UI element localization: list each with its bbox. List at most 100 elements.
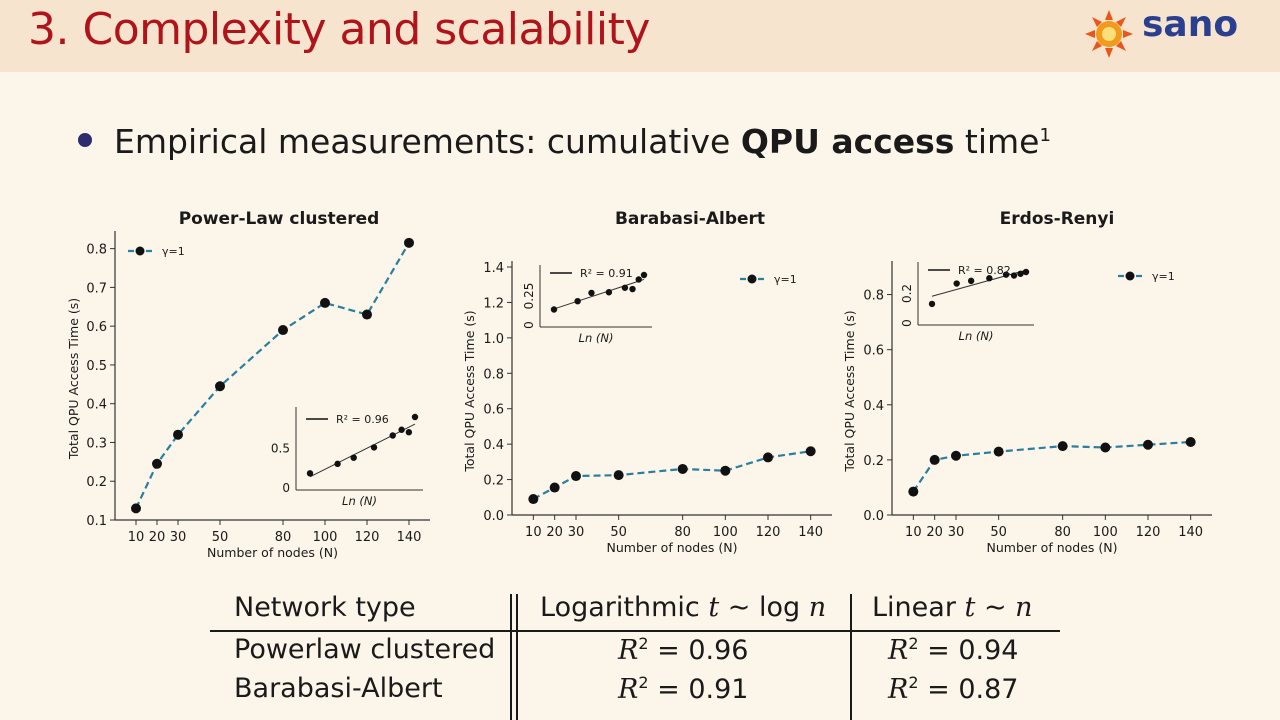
- inset-data-point: [588, 289, 595, 297]
- row-log-number: 0.91: [688, 674, 749, 705]
- y-tick-label: 1.0: [483, 332, 504, 347]
- inset-fit-line: [931, 269, 1027, 297]
- inset-data-point: [1002, 271, 1010, 278]
- bullet-prefix: Empirical measurements: cumulative: [114, 122, 741, 161]
- inset-y-tick-label: 0.25: [522, 283, 536, 310]
- table-header-row: Network type Logarithmic t ∼ log n Linea…: [210, 592, 1070, 630]
- x-tick-label: 10: [905, 525, 922, 540]
- header-logarithmic-label: Logarithmic: [540, 592, 700, 623]
- inset-data-point: [1010, 272, 1018, 279]
- bullet-point: Empirical measurements: cumulative QPU a…: [78, 122, 1051, 161]
- series-line: [912, 440, 1191, 493]
- header-linear: Linear t ∼ n: [872, 592, 1033, 623]
- y-tick-label: 0.8: [863, 289, 884, 304]
- data-point: [929, 454, 940, 465]
- y-tick-label: 0.1: [86, 514, 107, 529]
- y-tick-label: 0.2: [483, 474, 504, 489]
- y-axis-label: Total QPU Access Time (s): [462, 310, 477, 472]
- data-point: [677, 463, 688, 474]
- y-tick-label: 0.6: [86, 320, 107, 335]
- x-tick-label: 80: [674, 525, 691, 540]
- x-tick-label: 100: [313, 530, 338, 545]
- data-point: [763, 452, 773, 463]
- data-point: [720, 465, 731, 476]
- x-tick-label: 10: [128, 530, 145, 545]
- data-point: [152, 458, 162, 469]
- data-point: [278, 325, 288, 336]
- inset-y-tick-label: 0: [282, 481, 290, 495]
- bullet-bold: QPU access: [740, 122, 955, 161]
- legend-marker: [1125, 271, 1135, 281]
- data-point: [1057, 441, 1068, 452]
- x-tick-label: 120: [1136, 525, 1161, 540]
- legend-label: γ=1: [162, 245, 185, 258]
- data-point: [528, 494, 539, 505]
- x-tick-label: 50: [990, 525, 1007, 540]
- y-tick-label: 1.2: [483, 296, 504, 311]
- inset-data-point: [306, 470, 314, 477]
- y-tick-label: 1.4: [483, 261, 504, 276]
- inset-legend-label: R² = 0.82: [958, 264, 1011, 277]
- inset-data-point: [550, 306, 558, 313]
- inset-x-label: Ln (N): [579, 331, 614, 345]
- y-tick-label: 0.6: [483, 403, 504, 418]
- logo-text: sano: [1142, 4, 1239, 45]
- x-tick-label: 30: [568, 525, 585, 540]
- x-tick-label: 20: [149, 530, 166, 545]
- y-tick-label: 0.4: [863, 399, 884, 414]
- sano-logo: [1085, 10, 1133, 58]
- y-tick-label: 0.6: [863, 344, 884, 359]
- x-tick-label: 30: [170, 530, 187, 545]
- inset-data-point: [629, 285, 636, 293]
- inset-data-point: [389, 432, 396, 439]
- y-tick-label: 0.5: [86, 359, 107, 374]
- inset-y-tick-label: 0.5: [271, 442, 290, 456]
- chart-title: Power-Law clustered: [179, 209, 380, 229]
- y-tick-label: 0.8: [483, 367, 504, 382]
- slide-title: 3. Complexity and scalability: [28, 4, 650, 55]
- bullet-suffix: time: [954, 122, 1040, 161]
- inset-data-point: [1022, 268, 1030, 276]
- data-point: [1185, 436, 1196, 447]
- inset-data-point: [1017, 270, 1024, 277]
- inset-data-point: [574, 297, 581, 305]
- table-row: Barabasi-Albert R2 = 0.91 R2 = 0.87: [210, 673, 1070, 711]
- y-tick-label: 0.8: [86, 243, 107, 258]
- header-linear-label: Linear: [872, 592, 956, 623]
- inset-data-point: [640, 271, 648, 279]
- row-lin-number: 0.94: [958, 635, 1019, 666]
- inset-data-point: [411, 413, 419, 421]
- row-log-value: R2 = 0.96: [618, 634, 749, 666]
- inset-data-point: [635, 276, 642, 283]
- x-tick-label: 80: [275, 530, 292, 545]
- data-point: [173, 429, 183, 440]
- x-tick-label: 140: [798, 525, 823, 540]
- legend-label: γ=1: [774, 273, 797, 286]
- row-log-value: R2 = 0.91: [618, 673, 749, 705]
- x-axis-label: Number of nodes (N): [207, 545, 338, 560]
- x-tick-label: 120: [355, 530, 380, 545]
- row-name: Barabasi-Albert: [234, 673, 443, 704]
- data-point: [993, 446, 1004, 457]
- x-tick-label: 140: [1178, 525, 1203, 540]
- inset-data-point: [928, 300, 936, 308]
- data-point: [549, 482, 560, 493]
- x-tick-label: 50: [212, 530, 229, 545]
- column-separator-right: [850, 594, 852, 720]
- row-log-number: 0.96: [688, 635, 749, 666]
- inset-fit-line: [553, 278, 645, 310]
- legend-label: γ=1: [1152, 270, 1175, 283]
- y-tick-label: 0.7: [86, 281, 107, 296]
- chart-title: Erdos-Renyi: [1000, 209, 1115, 229]
- data-point: [1100, 442, 1111, 453]
- footnote-marker: 1: [1039, 125, 1051, 146]
- data-point: [951, 450, 961, 461]
- inset-data-point: [986, 275, 993, 282]
- inset-data-point: [621, 284, 629, 291]
- bullet-icon: [78, 132, 92, 147]
- x-tick-label: 100: [713, 525, 738, 540]
- row-name: Powerlaw clustered: [234, 634, 496, 665]
- data-point: [320, 297, 330, 308]
- x-axis-label: Number of nodes (N): [987, 540, 1118, 555]
